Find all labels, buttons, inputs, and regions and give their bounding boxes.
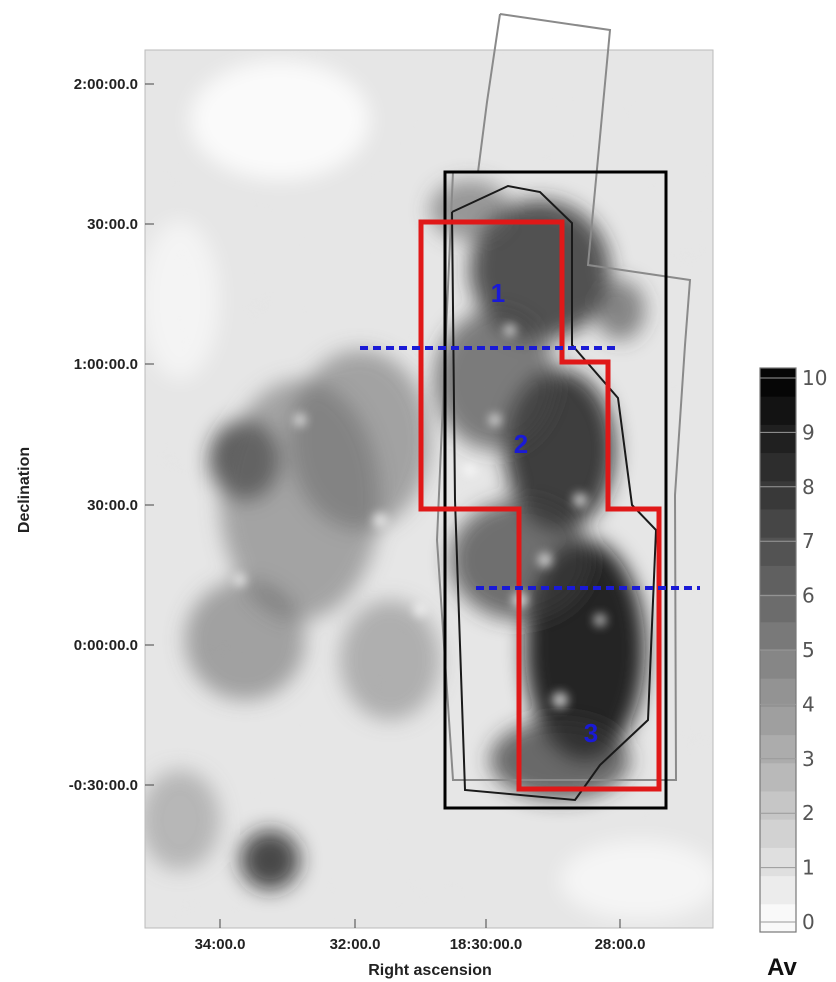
y-tick-label: 30:00.0 — [87, 216, 138, 233]
region-outline — [418, 219, 662, 792]
colorbar-swatch — [760, 452, 796, 482]
survey-footprint-thin — [451, 184, 658, 802]
x-axis-title: Right ascension — [368, 962, 492, 979]
y-tick-label: 30:00.0 — [87, 497, 138, 514]
colorbar-swatch — [760, 396, 796, 425]
colorbar-swatch — [760, 424, 796, 454]
colorbar-swatch — [760, 903, 796, 933]
x-tick-label: 18:30:00.0 — [450, 936, 523, 953]
y-axis — [145, 83, 154, 786]
y-axis-title: Declination — [16, 447, 33, 533]
colorbar-swatch — [760, 678, 796, 707]
colorbar-swatch — [760, 875, 796, 905]
colorbar-swatch — [760, 509, 796, 538]
colorbar-swatch — [760, 650, 796, 679]
survey-box — [443, 170, 668, 810]
colorbar-tick-label: 2 — [802, 801, 815, 825]
y-tick-label: -0:30:00.0 — [69, 777, 138, 794]
x-tick-label: 28:00.0 — [595, 936, 646, 953]
colorbar-swatch — [760, 480, 796, 510]
x-tick-label: 32:00.0 — [330, 936, 381, 953]
region-label-3: 3 — [584, 718, 598, 748]
colorbar-tick-label: 1 — [802, 856, 815, 880]
colorbar-swatch — [760, 762, 796, 792]
colorbar-swatch — [760, 368, 796, 397]
map-frame — [144, 49, 714, 929]
colorbar-swatch — [760, 621, 796, 651]
colorbar-tick-label: 7 — [802, 529, 815, 553]
extinction-image — [145, 50, 713, 928]
region-label-2: 2 — [514, 429, 528, 459]
colorbar-tick-label: 9 — [802, 420, 815, 444]
y-tick-label: 1:00:00.0 — [74, 356, 138, 373]
x-tick-label: 34:00.0 — [195, 936, 246, 953]
colorbar-swatch — [760, 791, 796, 820]
y-tick-label: 2:00:00.0 — [74, 76, 138, 93]
colorbar-tick-label: 8 — [802, 475, 815, 499]
colorbar-swatch — [760, 819, 796, 848]
y-tick-label: 0:00:00.0 — [74, 637, 138, 654]
colorbar-swatch — [760, 706, 796, 736]
colorbar-swatch — [760, 593, 796, 623]
colorbar-swatch — [760, 537, 796, 566]
colorbar-swatch — [760, 847, 796, 877]
colorbar-tick-label: 10 — [802, 366, 827, 390]
x-axis — [219, 919, 621, 928]
colorbar-swatch — [760, 565, 796, 595]
colorbar-tick-label: 5 — [802, 638, 815, 662]
colorbar-tick-label: 3 — [802, 747, 815, 771]
colorbar-tick-label: 6 — [802, 584, 815, 608]
colorbar-label: Av — [767, 954, 797, 981]
colorbar-tick-label: 0 — [802, 910, 815, 934]
region-label-1: 1 — [491, 278, 505, 308]
colorbar-tick-label: 4 — [802, 692, 815, 716]
